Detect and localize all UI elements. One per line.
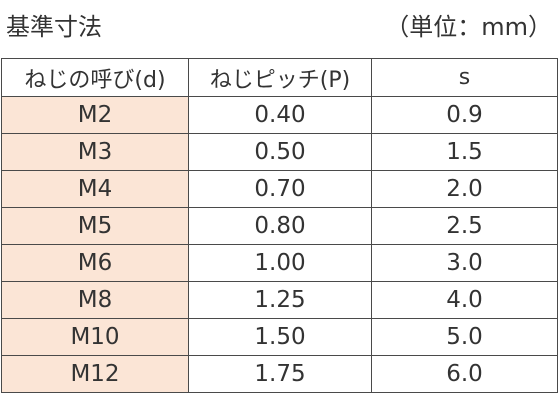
thread-pitch-cell: 0.80 <box>188 207 372 245</box>
table-row: M2 0.40 0.9 <box>1 96 558 134</box>
thread-size-cell: M5 <box>1 207 189 245</box>
thread-pitch-cell: 0.40 <box>188 96 372 134</box>
thread-pitch-cell: 1.25 <box>188 281 372 319</box>
thread-pitch-cell: 1.75 <box>188 355 372 393</box>
thread-pitch-cell: 0.70 <box>188 170 372 208</box>
dimension-table: ねじの呼び(d) ねじピッチ(P) s M2 0.40 0.9 M3 0.50 … <box>1 58 558 393</box>
table-row: M10 1.50 5.0 <box>1 318 558 356</box>
s-cell: 2.0 <box>371 170 558 208</box>
page-title: 基準寸法 <box>6 13 102 41</box>
header-s: s <box>371 58 558 97</box>
thread-size-cell: M10 <box>1 318 189 356</box>
header-thread-size: ねじの呼び(d) <box>1 58 189 97</box>
s-cell: 0.9 <box>371 96 558 134</box>
table-row: M6 1.00 3.0 <box>1 244 558 282</box>
thread-pitch-cell: 1.50 <box>188 318 372 356</box>
thread-size-cell: M2 <box>1 96 189 134</box>
s-cell: 2.5 <box>371 207 558 245</box>
thread-size-cell: M4 <box>1 170 189 208</box>
table-row: M8 1.25 4.0 <box>1 281 558 319</box>
s-cell: 1.5 <box>371 133 558 171</box>
thread-pitch-cell: 1.00 <box>188 244 372 282</box>
s-cell: 3.0 <box>371 244 558 282</box>
table-row: M3 0.50 1.5 <box>1 133 558 171</box>
table-header-row: ねじの呼び(d) ねじピッチ(P) s <box>1 58 558 97</box>
s-cell: 6.0 <box>371 355 558 393</box>
table-row: M12 1.75 6.0 <box>1 355 558 393</box>
thread-pitch-cell: 0.50 <box>188 133 372 171</box>
table-row: M5 0.80 2.5 <box>1 207 558 245</box>
s-cell: 5.0 <box>371 318 558 356</box>
table-row: M4 0.70 2.0 <box>1 170 558 208</box>
thread-size-cell: M6 <box>1 244 189 282</box>
thread-size-cell: M12 <box>1 355 189 393</box>
thread-size-cell: M3 <box>1 133 189 171</box>
s-cell: 4.0 <box>371 281 558 319</box>
thread-size-cell: M8 <box>1 281 189 319</box>
unit-note: （単位：mm） <box>385 13 552 41</box>
header-thread-pitch: ねじピッチ(P) <box>188 58 372 97</box>
